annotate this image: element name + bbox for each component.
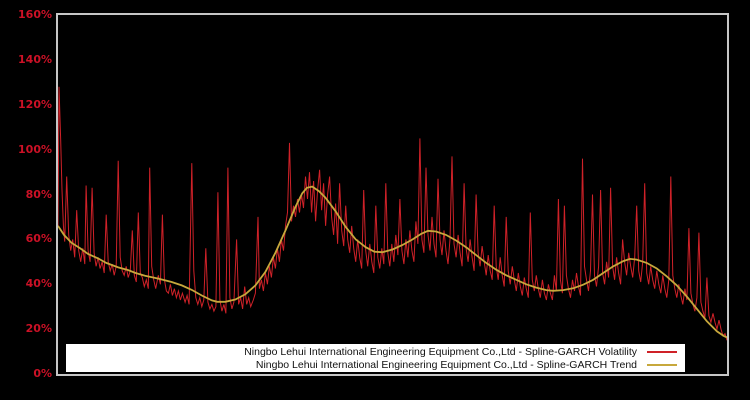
legend-label-trend: Ningbo Lehui International Engineering E… bbox=[255, 358, 637, 371]
y-axis-tick-label: 0% bbox=[33, 367, 52, 380]
volatility-line-sample bbox=[647, 350, 677, 353]
volatility-line bbox=[58, 86, 727, 341]
legend-row-trend: Ningbo Lehui International Engineering E… bbox=[66, 358, 685, 371]
y-axis-tick-label: 140% bbox=[18, 52, 52, 66]
trend-line-sample bbox=[647, 363, 677, 366]
y-axis-tick-label: 80% bbox=[25, 187, 52, 201]
trend-line bbox=[58, 185, 727, 339]
y-axis-tick-label: 40% bbox=[25, 277, 52, 291]
legend-label-volatility: Ningbo Lehui International Engineering E… bbox=[244, 345, 637, 358]
y-axis-tick-label: 100% bbox=[18, 142, 52, 156]
legend-row-volatility: Ningbo Lehui International Engineering E… bbox=[66, 345, 685, 358]
plot-area-border bbox=[56, 13, 729, 376]
plot-canvas bbox=[58, 86, 727, 341]
y-axis-tick-label: 160% bbox=[18, 8, 52, 21]
y-axis-tick-label: 120% bbox=[18, 97, 52, 111]
legend: Ningbo Lehui International Engineering E… bbox=[66, 344, 685, 372]
y-axis-tick-label: 20% bbox=[25, 322, 52, 336]
y-axis-tick-label: 60% bbox=[25, 232, 52, 246]
